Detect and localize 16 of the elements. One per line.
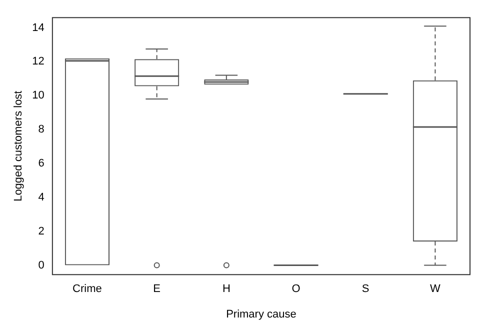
y-axis-title: Logged customers lost — [12, 90, 25, 202]
y-tick-label: 14 — [32, 22, 44, 34]
x-axis-title: Primary cause — [226, 308, 296, 320]
x-tick-label: E — [153, 283, 160, 296]
x-tick-label: O — [292, 283, 301, 296]
y-tick-label: 0 — [38, 259, 44, 272]
y-tick-label: 6 — [38, 158, 44, 170]
y-tick-label: 8 — [38, 124, 44, 136]
x-tick-label: S — [362, 283, 370, 296]
y-tick-label: 12 — [32, 56, 44, 68]
y-tick-label: 2 — [38, 225, 44, 238]
x-tick-label: Crime — [72, 283, 102, 296]
x-tick-label: W — [430, 283, 442, 296]
x-tick-label: H — [222, 283, 230, 296]
y-tick-label: 10 — [32, 90, 44, 102]
y-tick-label: 4 — [38, 191, 44, 204]
